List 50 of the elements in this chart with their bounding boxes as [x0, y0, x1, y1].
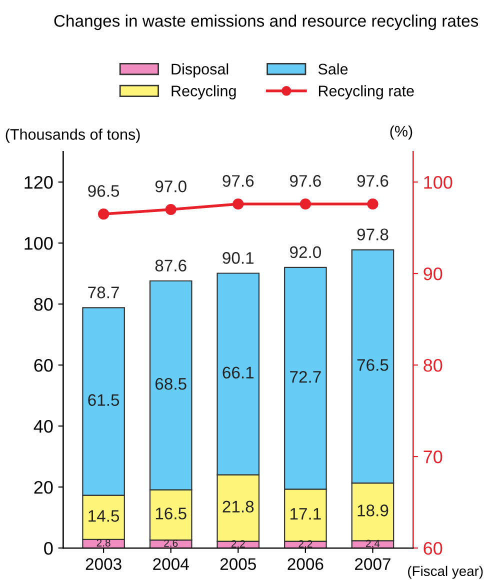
data-label: 2.6 — [164, 539, 178, 547]
y2-tick-label: 100 — [424, 176, 452, 189]
y-tick-label: 120 — [24, 176, 53, 189]
data-label: 2.2 — [298, 540, 312, 548]
total-label: 92.0 — [290, 246, 321, 258]
y-tick-label: 20 — [34, 480, 53, 494]
total-label: 90.1 — [222, 252, 254, 264]
data-label: 68.5 — [155, 378, 186, 390]
legend-label: Disposal — [172, 63, 228, 78]
data-label: 97.6 — [222, 175, 254, 187]
data-label: 97.6 — [290, 175, 321, 187]
data-label: 14.5 — [88, 510, 120, 522]
y-tick-label: 60 — [34, 358, 53, 372]
y2-tick-label: 60 — [424, 542, 442, 555]
y2-tick-label: 90 — [424, 267, 442, 280]
y-axis-title: (Thousands of tons) — [6, 128, 140, 143]
data-label: 18.9 — [358, 504, 388, 516]
total-label: 87.6 — [155, 260, 186, 272]
data-label: 2.8 — [96, 539, 110, 547]
x-tick-label: 2006 — [288, 558, 324, 570]
total-label: 78.7 — [88, 286, 119, 298]
x-tick-label: 2003 — [86, 558, 122, 570]
x-axis-title: (Fiscal year) — [408, 566, 483, 579]
legend-label: Sale — [318, 63, 348, 75]
y2-tick-label: 70 — [424, 450, 442, 464]
y-tick-label: 100 — [24, 237, 53, 250]
y-tick-label: 0 — [44, 542, 53, 555]
chart-title: Changes in waste emissions and resource recycling rates — [54, 14, 478, 30]
data-label: 17.1 — [290, 508, 321, 520]
data-label: 21.8 — [222, 500, 254, 513]
data-label: 2.2 — [231, 540, 245, 548]
data-label: 66.1 — [222, 366, 254, 379]
data-label: 76.5 — [357, 359, 388, 371]
y2-tick-label: 80 — [424, 358, 442, 372]
x-tick-label: 2007 — [355, 558, 390, 570]
data-label: 96.5 — [88, 185, 120, 197]
x-tick-label: 2005 — [220, 558, 256, 570]
data-label: 72.7 — [290, 370, 321, 383]
x-tick-label: 2004 — [153, 558, 189, 570]
y2-axis-title: (%) — [390, 125, 412, 140]
legend-label: Recycling — [172, 85, 236, 100]
y-tick-label: 40 — [34, 420, 53, 433]
legend-label: Recycling rate — [318, 85, 414, 100]
data-label: 97.6 — [357, 175, 388, 187]
y-tick-label: 80 — [34, 298, 53, 311]
data-label: 16.5 — [156, 508, 186, 520]
data-label: 97.0 — [155, 180, 186, 192]
total-label: 97.8 — [357, 228, 388, 240]
data-label: 61.5 — [88, 394, 120, 406]
data-label: 2.4 — [366, 540, 380, 548]
